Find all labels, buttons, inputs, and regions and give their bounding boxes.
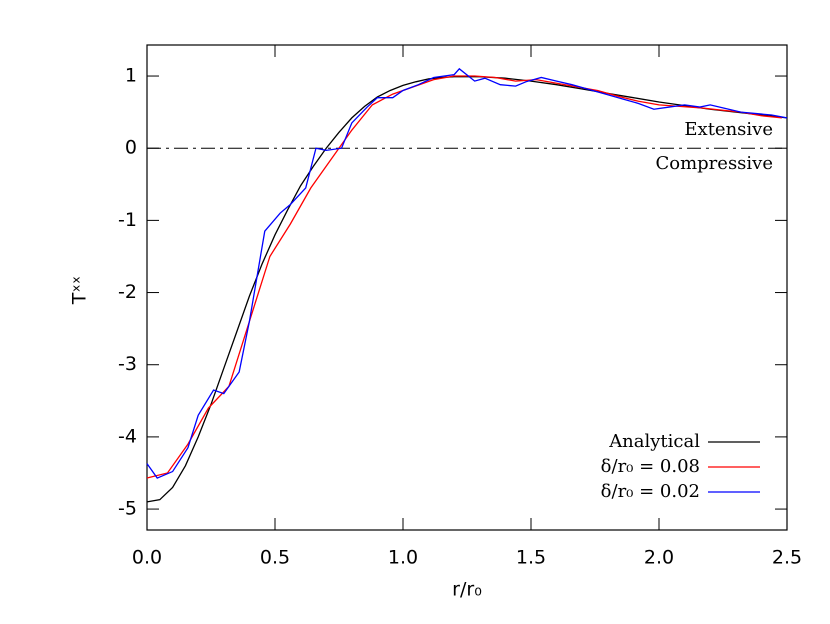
y-tick-label: -3	[118, 353, 137, 375]
x-tick-label: 1.5	[516, 547, 546, 569]
y-tick-label: -1	[118, 209, 137, 231]
x-tick-label: 0.5	[260, 547, 290, 569]
annotation: Extensive	[684, 119, 773, 140]
x-axis-label: r/r₀	[452, 579, 482, 601]
data-line	[146, 76, 788, 503]
y-tick-label: -4	[118, 425, 137, 447]
data-line	[146, 67, 788, 479]
x-tick-label: 1.0	[388, 547, 418, 569]
legend-label: δ/r₀ = 0.08	[601, 456, 700, 477]
annotation: Compressive	[655, 153, 773, 174]
y-tick-label: 0	[125, 137, 137, 159]
y-tick-label: 1	[125, 65, 137, 87]
y-tick-label: -5	[118, 498, 137, 520]
x-tick-label: 0.0	[132, 547, 162, 569]
y-tick-label: -2	[118, 281, 137, 303]
x-tick-label: 2.5	[772, 547, 802, 569]
plot-frame	[146, 44, 788, 531]
y-axis-label: Tˣˣ	[69, 276, 91, 305]
x-tick-label: 2.0	[644, 547, 674, 569]
legend-label: δ/r₀ = 0.02	[601, 481, 700, 502]
legend-label: Analytical	[608, 431, 700, 452]
